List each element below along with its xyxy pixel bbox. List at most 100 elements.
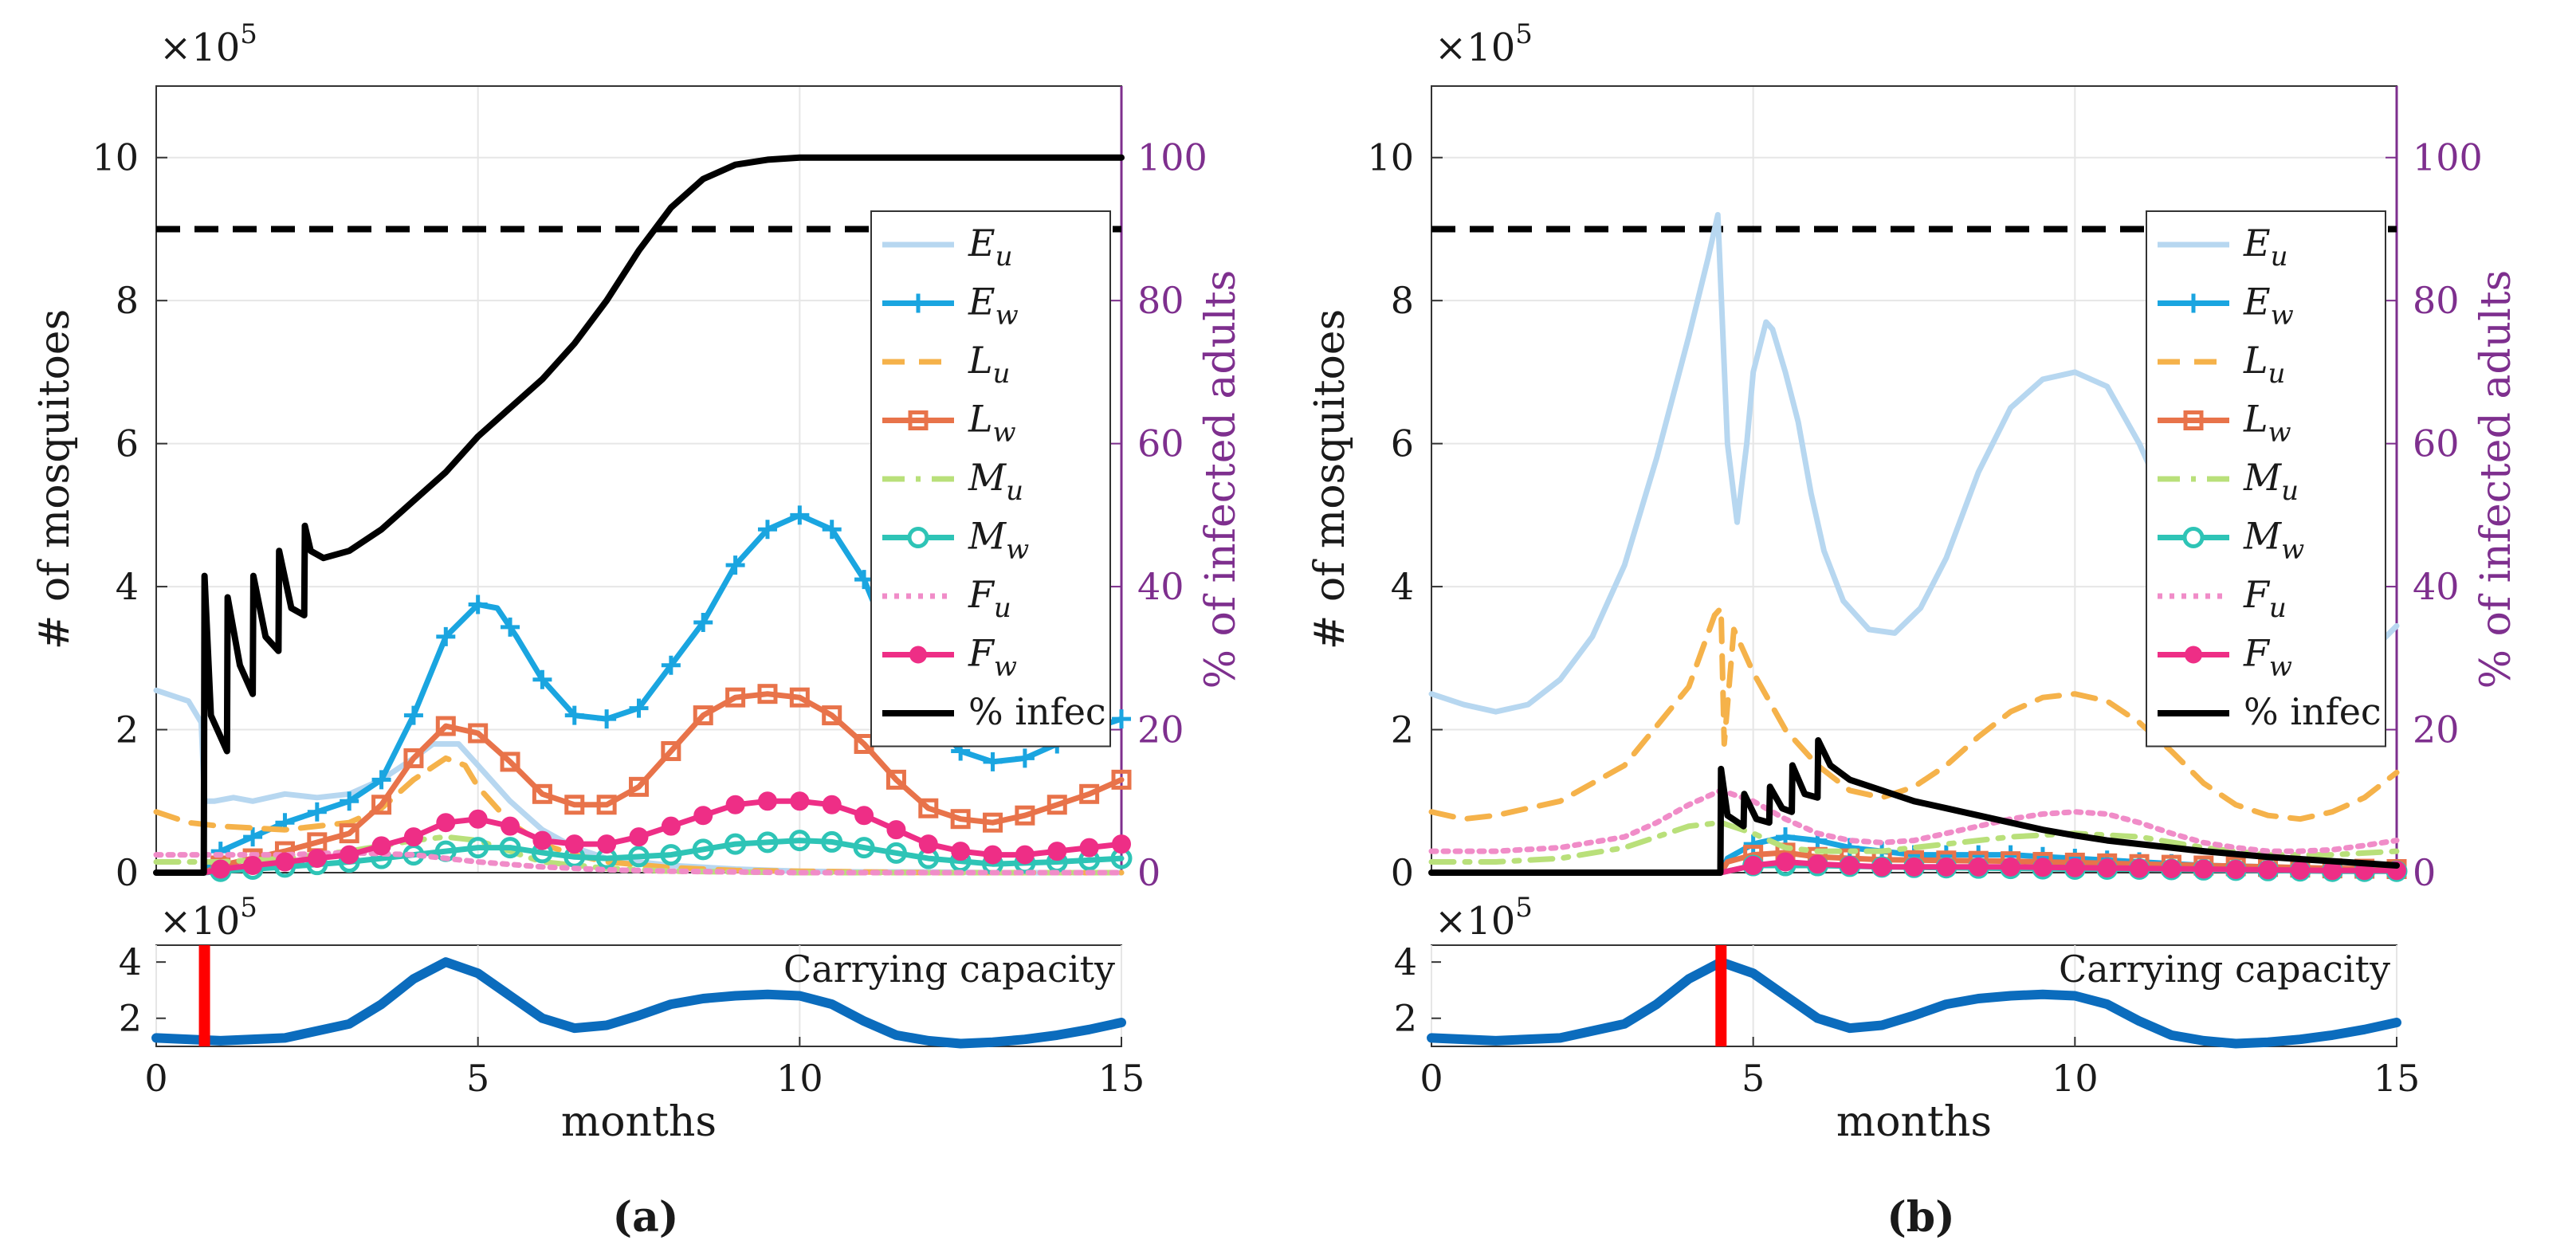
series-marker-ew — [340, 791, 359, 811]
legend-marker — [2184, 293, 2203, 313]
series-marker-fw — [1936, 857, 1956, 877]
y-right-tick-label: 40 — [1137, 565, 1184, 608]
series-marker-fw — [436, 813, 456, 833]
series-marker-mw — [853, 837, 875, 859]
legend-label: Ew — [2243, 281, 2294, 332]
legend-label: Fw — [968, 632, 1017, 683]
x-tick-label: 10 — [776, 1057, 823, 1100]
legend-label: Mw — [2243, 515, 2304, 566]
series-marker-mw — [885, 842, 907, 864]
series-marker-lw — [403, 748, 424, 768]
series-marker-mw — [499, 837, 521, 859]
series-marker-fw — [2032, 858, 2052, 877]
series-marker-mw — [660, 844, 682, 866]
series-marker-fw — [629, 827, 649, 847]
legend-marker — [2182, 527, 2205, 548]
series-marker-fw — [243, 856, 263, 876]
x-tick-label: 0 — [1420, 1057, 1443, 1100]
legend: Eu Ew Lu Lw Mu Mw Fu Fw % infec — [2146, 210, 2386, 748]
series-marker-lw — [693, 705, 713, 726]
legend-marker — [2183, 410, 2204, 430]
series-marker-fw — [2001, 857, 2020, 877]
series-marker-ew — [243, 827, 263, 847]
legend-label: Mu — [2243, 456, 2299, 507]
series-marker-ew — [983, 752, 1003, 771]
series-marker-ew — [501, 617, 520, 637]
series-marker-lw — [918, 798, 939, 818]
y-right-tick-label: 60 — [1137, 422, 1184, 465]
x-tick-label: 15 — [2374, 1057, 2421, 1100]
series-marker-mw — [756, 831, 779, 854]
series-marker-lw — [500, 752, 520, 772]
legend-label: Eu — [968, 222, 1013, 273]
series-marker-fw — [2258, 860, 2278, 880]
series-marker-fw — [951, 842, 971, 861]
series-marker-fw — [1047, 842, 1067, 861]
series-marker-lw — [950, 809, 971, 830]
series-marker-fw — [822, 795, 842, 814]
series-marker-fw — [2097, 858, 2117, 878]
series-marker-ew — [1112, 709, 1131, 729]
y-tick-label: 0 — [1391, 851, 1414, 894]
series-marker-fw — [757, 791, 777, 811]
series-marker-fw — [1904, 857, 1924, 877]
y-right-axis-label: % of infected adults — [2472, 270, 2520, 689]
legend-label: % infec — [2244, 690, 2382, 733]
series-marker-ew — [532, 669, 552, 689]
x-tick-label: 5 — [466, 1057, 489, 1100]
series-marker-lw — [532, 783, 552, 804]
series-line-lw — [202, 691, 1125, 876]
legend: Eu Ew Lu Lw Mu Mw Fu Fw % infec — [870, 210, 1111, 748]
series-marker-fw — [790, 791, 810, 811]
series-marker-mw — [628, 846, 650, 868]
legend-label: Fu — [968, 573, 1011, 624]
y-right-axis-label: % of infected adults — [1197, 270, 1245, 689]
series-marker-ew — [371, 770, 391, 790]
y-tick-label: 2 — [1391, 708, 1414, 752]
x-tick-label: 5 — [1742, 1057, 1765, 1100]
series-marker-lw — [822, 705, 842, 726]
series-marker-fw — [918, 834, 938, 854]
series-marker-fw — [1872, 857, 1892, 877]
legend-label: Lw — [968, 398, 1016, 449]
series-marker-lw — [1111, 769, 1132, 790]
panel-b-caption: (b) — [1887, 1193, 1955, 1242]
y-right-tick-label: 80 — [1137, 279, 1184, 322]
series-marker-ew — [757, 520, 777, 540]
legend-label: Eu — [2243, 222, 2288, 273]
series-marker-lw — [339, 823, 359, 844]
series-marker-fw — [371, 836, 391, 856]
series-marker-fw — [501, 816, 520, 836]
series-marker-fw — [1112, 834, 1131, 854]
y-multiplier-label: ×105 — [1435, 18, 1533, 70]
series-marker-fw — [468, 809, 488, 829]
series-line-lu — [1428, 605, 2400, 822]
y-tick-label: 6 — [1391, 422, 1414, 465]
series-marker-ew — [597, 709, 617, 729]
y-tick-label: 2 — [116, 708, 139, 752]
x-axis-label: months — [561, 1098, 717, 1146]
series-marker-fw — [693, 806, 713, 826]
x-tick-label: 15 — [1098, 1057, 1145, 1100]
series-marker-lw — [725, 687, 746, 708]
y-tick-label: 0 — [116, 851, 139, 894]
series-marker-fw — [307, 849, 327, 869]
series-marker-mw — [692, 838, 714, 861]
series-line-infec — [153, 154, 1125, 876]
legend-marker — [908, 410, 929, 430]
x-tick-label: 10 — [2052, 1057, 2099, 1100]
series-marker-fw — [725, 795, 745, 814]
legend-label: Lu — [2243, 339, 2285, 390]
series-marker-lw — [371, 795, 392, 815]
series-marker-fw — [597, 834, 617, 854]
carrying-capacity-label: Carrying capacity — [783, 948, 1115, 991]
series-line-fu — [1428, 787, 2400, 854]
series-marker-lw — [1015, 805, 1035, 826]
y-tick-label: 8 — [1391, 279, 1414, 322]
y-right-tick-label: 20 — [1137, 708, 1184, 752]
y-axis-label: # of mosquitoes — [31, 309, 79, 650]
carrying-capacity-label: Carrying capacity — [2059, 948, 2390, 991]
series-marker-fw — [403, 827, 423, 847]
y-tick-label: 4 — [116, 565, 139, 608]
